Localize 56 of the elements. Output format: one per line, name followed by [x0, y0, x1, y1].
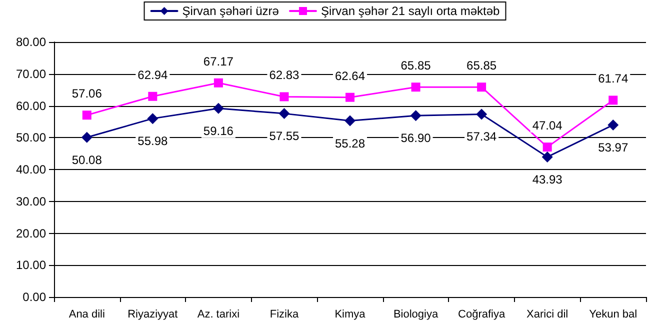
data-label: 57.34 — [466, 130, 497, 144]
data-label: 47.04 — [532, 118, 563, 133]
y-tick-label: 60.00 — [16, 98, 46, 113]
point — [278, 108, 290, 120]
data-label: 57.55 — [269, 129, 300, 144]
x-tick-label: Az. tarixi — [197, 308, 240, 320]
data-label: 43.93 — [532, 172, 563, 186]
y-tick-label: 40.00 — [16, 162, 46, 176]
x-tick-label: Riyaziyyat — [128, 308, 178, 320]
data-label: 65.85 — [466, 58, 497, 73]
point — [476, 108, 488, 120]
point — [410, 110, 422, 122]
point — [212, 102, 224, 114]
y-tick-label: 70.00 — [16, 66, 46, 81]
point — [344, 115, 356, 126]
y-tick-label: 10.00 — [16, 258, 46, 272]
x-tick-label: Kimya — [334, 308, 366, 320]
legend-label: Şirvan şəhəri üzrə — [182, 4, 280, 18]
data-label: 57.06 — [72, 86, 102, 101]
legend-label: Şirvan şəhər 21 saylı orta məktəb — [320, 4, 500, 18]
x-tick-label: Fizika — [270, 308, 300, 320]
point — [148, 92, 158, 101]
data-label: 56.90 — [400, 131, 432, 146]
x-tick-label: Biologiya — [393, 308, 439, 320]
point — [411, 82, 420, 92]
point — [542, 142, 552, 152]
data-label: 53.97 — [598, 140, 628, 154]
point — [477, 82, 486, 92]
y-tick-label: 20.00 — [16, 226, 46, 240]
data-label: 62.64 — [334, 68, 366, 83]
data-label: 55.28 — [334, 136, 366, 150]
point — [147, 113, 158, 124]
data-label: 62.83 — [269, 68, 300, 82]
data-label: 50.08 — [72, 152, 102, 167]
x-tick-label: Xarici dil — [526, 308, 568, 320]
x-tick-label: Coğrafiya — [458, 308, 506, 320]
point — [214, 78, 223, 88]
x-tick-label: Yekun bal — [589, 308, 638, 320]
data-label: 65.85 — [400, 58, 432, 73]
data-label: 59.16 — [203, 124, 234, 138]
data-label: 62.94 — [138, 68, 168, 82]
y-tick-label: 30.00 — [16, 194, 46, 208]
point — [608, 119, 619, 130]
point — [542, 151, 553, 162]
data-label: 61.74 — [598, 72, 628, 86]
y-tick-label: 0.00 — [22, 290, 46, 304]
y-tick-label: 80.00 — [16, 35, 46, 49]
data-label: 55.98 — [138, 134, 168, 148]
point — [346, 92, 354, 102]
x-tick-label: Ana dili — [68, 308, 105, 320]
data-label: 67.17 — [203, 54, 234, 68]
point — [280, 92, 289, 102]
y-tick-label: 50.00 — [16, 130, 46, 145]
point — [82, 110, 92, 120]
point — [81, 132, 92, 143]
point — [608, 96, 618, 105]
